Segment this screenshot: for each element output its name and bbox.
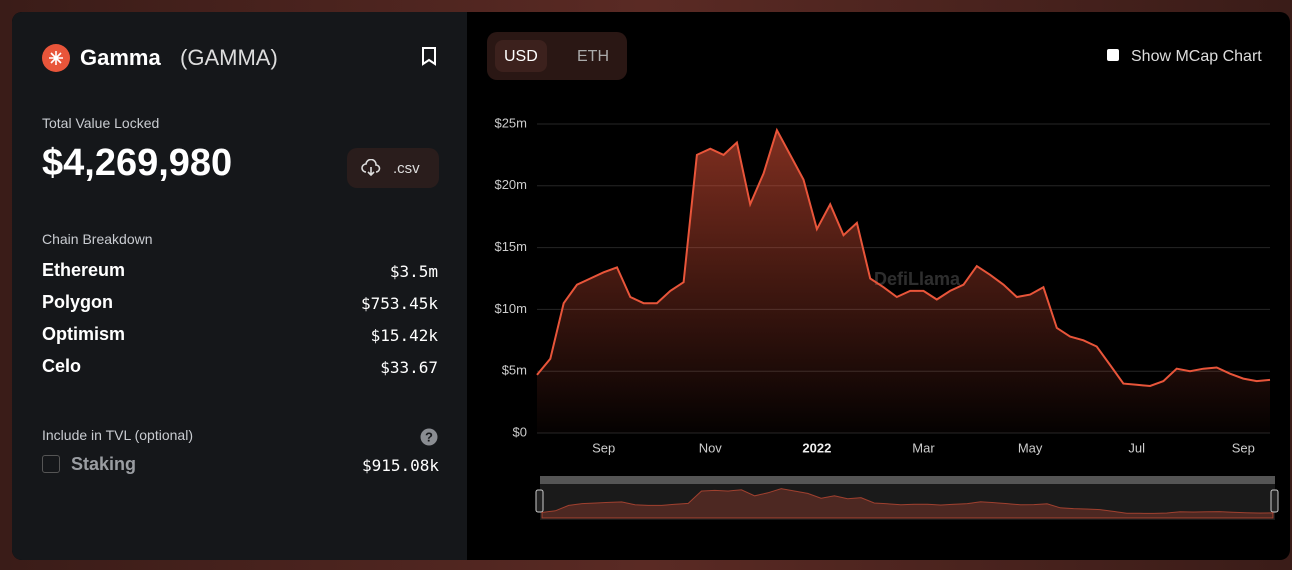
mcap-label: Show MCap Chart [1131,48,1262,65]
protocol-name: Gamma [80,45,161,70]
currency-option[interactable]: ETH [577,48,609,65]
info-panel: Gamma (GAMMA) Total Value Locked $4,269,… [12,12,467,560]
x-tick-label: May [1018,440,1043,455]
chain-value: $3.5m [389,262,438,281]
currency-toggle: USD ETH [487,32,627,80]
area [537,130,1270,433]
include-title: Include in TVL (optional) [42,427,193,443]
chain-row: Ethereum $3.5m [42,260,438,284]
chain-value: $753.45k [360,294,438,313]
chain-value: $33.67 [380,358,438,377]
y-tick-label: $25m [494,115,527,130]
x-tick-label: Sep [1232,440,1255,455]
card: Gamma (GAMMA) Total Value Locked $4,269,… [12,12,1290,560]
chart: $0 $5m $10m $15m $20m $25m DefiLlama Sep Nov 2022… [494,115,1279,520]
selected-bg [495,40,547,72]
x-tick-label: Jul [1128,440,1145,455]
option-name: Staking [71,454,137,474]
option-value: $915.08k [361,456,439,475]
brush-area [541,488,1274,519]
brush-bar[interactable] [540,476,1275,484]
chain-title: Chain Breakdown [42,231,153,247]
svg-text:?: ? [425,429,433,444]
line [536,127,1271,388]
x-tick-label: Sep [592,440,615,455]
y-tick-label: $5m [502,363,527,378]
y-tick-label: $15m [494,239,527,254]
y-tick-label: $0 [513,424,527,439]
chain-name: Ethereum [42,260,126,280]
x-tick-label: Nov [699,440,723,455]
watermark: DefiLlama [874,269,961,289]
mcap-checkbox[interactable] [1107,49,1119,61]
tvl-value: $4,269,980 [42,142,233,184]
y-tick-label: $20m [494,177,527,192]
ticker: (GAMMA) [180,45,278,70]
chain-row: Polygon $753.45k [42,292,438,316]
chain-row: Optimism $15.42k [42,324,438,348]
chain-value: $15.42k [370,326,438,345]
brush-handle[interactable] [535,489,544,513]
staking-checkbox[interactable] [42,455,60,473]
download-icon [361,159,381,177]
tvl-label: Total Value Locked [42,115,160,131]
csv-button[interactable]: .csv [347,148,439,188]
csv-label: .csv [393,160,420,177]
x-tick-label: Mar [912,440,935,455]
x-tick-label: 2022 [802,440,831,455]
help-icon[interactable]: ? [419,427,439,447]
currency-option[interactable]: USD [504,48,538,65]
chain-row: Celo $33.67 [42,356,438,380]
chain-name: Polygon [42,292,113,312]
logo [42,44,70,72]
bookmark-button[interactable] [420,46,438,66]
y-tick-label: $10m [494,301,527,316]
chain-name: Optimism [42,324,126,344]
brush-handle[interactable] [1270,489,1279,513]
chain-name: Celo [42,356,82,376]
